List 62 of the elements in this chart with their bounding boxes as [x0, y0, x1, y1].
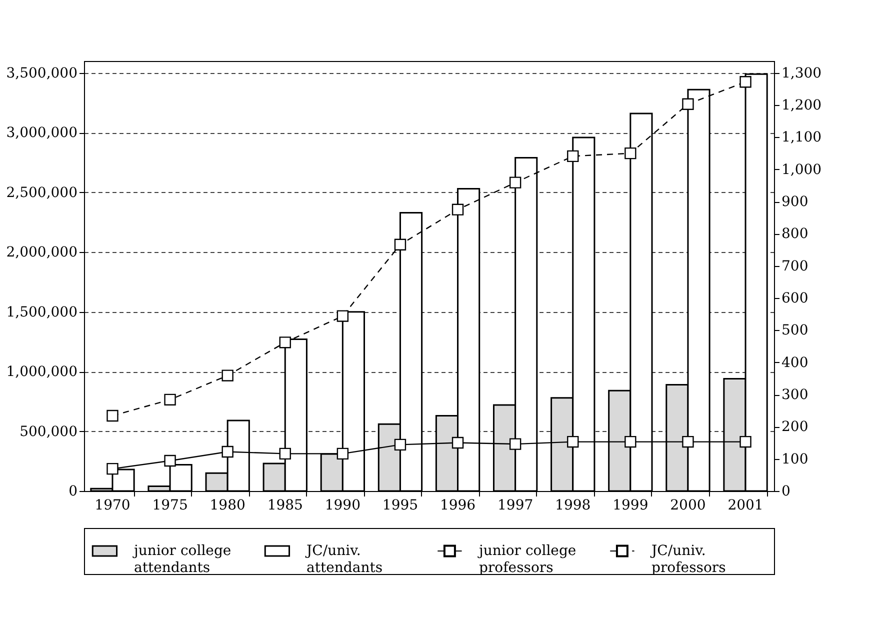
y-tick-label: 500,000 [20, 424, 78, 440]
y-tick-label: 3,500,000 [6, 65, 78, 82]
y2-tick-label: 600 [782, 290, 808, 307]
y2-tick-label: 900 [782, 194, 808, 210]
legend-label: junior college attendants [132, 543, 232, 576]
point [222, 370, 234, 382]
y-tick-label: 2,500,000 [6, 184, 78, 201]
point [567, 436, 579, 448]
y-tick-label: 0 [68, 484, 78, 500]
y2-tick-label: 1,000 [782, 162, 822, 178]
y-tick-label: 1,000,000 [6, 364, 78, 380]
x-tick-label: 1985 [267, 498, 303, 514]
x-tick-label: 1990 [324, 498, 360, 514]
point [452, 204, 464, 216]
y-tick-label: 1,500,000 [6, 304, 78, 320]
legend-label: JC/univ. attendants [304, 543, 383, 576]
y2-tick-label: 100 [782, 451, 808, 468]
x-tick-label: 2000 [670, 498, 706, 514]
point [106, 410, 118, 422]
point [222, 446, 234, 458]
legend-label: junior college professors [477, 543, 576, 576]
y2-tick-label: 800 [782, 226, 808, 242]
legend-label: JC/univ. professors [650, 543, 726, 576]
point [279, 336, 291, 348]
point [452, 436, 464, 449]
point [394, 438, 406, 451]
point [394, 238, 406, 250]
y2-tick-label: 1,300 [782, 65, 822, 82]
y2-tick-label: 1,200 [782, 98, 822, 114]
y2-tick-label: 700 [782, 258, 808, 274]
x-tick-label: 1980 [210, 498, 246, 514]
y2-tick-label: 1,100 [782, 130, 822, 146]
point [106, 462, 118, 475]
y2-tick-label: 400 [782, 354, 808, 371]
y2-tick-label: 0 [782, 484, 790, 500]
point [164, 394, 176, 406]
point [336, 310, 349, 322]
point [164, 454, 176, 467]
y-tick-label: 2,000,000 [6, 244, 78, 261]
point [509, 438, 522, 450]
y2-tick-label: 200 [782, 419, 808, 436]
x-tick-label: 1975 [152, 498, 188, 514]
point [279, 448, 291, 460]
x-tick-label: 1998 [555, 498, 591, 514]
x-tick-label: 1970 [94, 498, 130, 514]
x-tick-label: 1999 [612, 498, 648, 514]
y2-tick-label: 300 [782, 387, 808, 404]
x-tick-label: 2001 [728, 498, 764, 514]
point [509, 176, 522, 188]
point [682, 436, 694, 448]
x-tick-label: 1997 [498, 498, 534, 514]
point [740, 76, 752, 88]
y2-tick-label: 500 [782, 322, 808, 339]
point [740, 436, 752, 448]
point [624, 436, 636, 448]
point [624, 147, 636, 160]
point [336, 448, 349, 460]
point [567, 150, 579, 162]
x-tick-label: 1996 [440, 498, 476, 514]
point [682, 98, 694, 110]
x-tick-label: 1995 [382, 498, 418, 514]
y-tick-label: 3,000,000 [6, 125, 78, 142]
